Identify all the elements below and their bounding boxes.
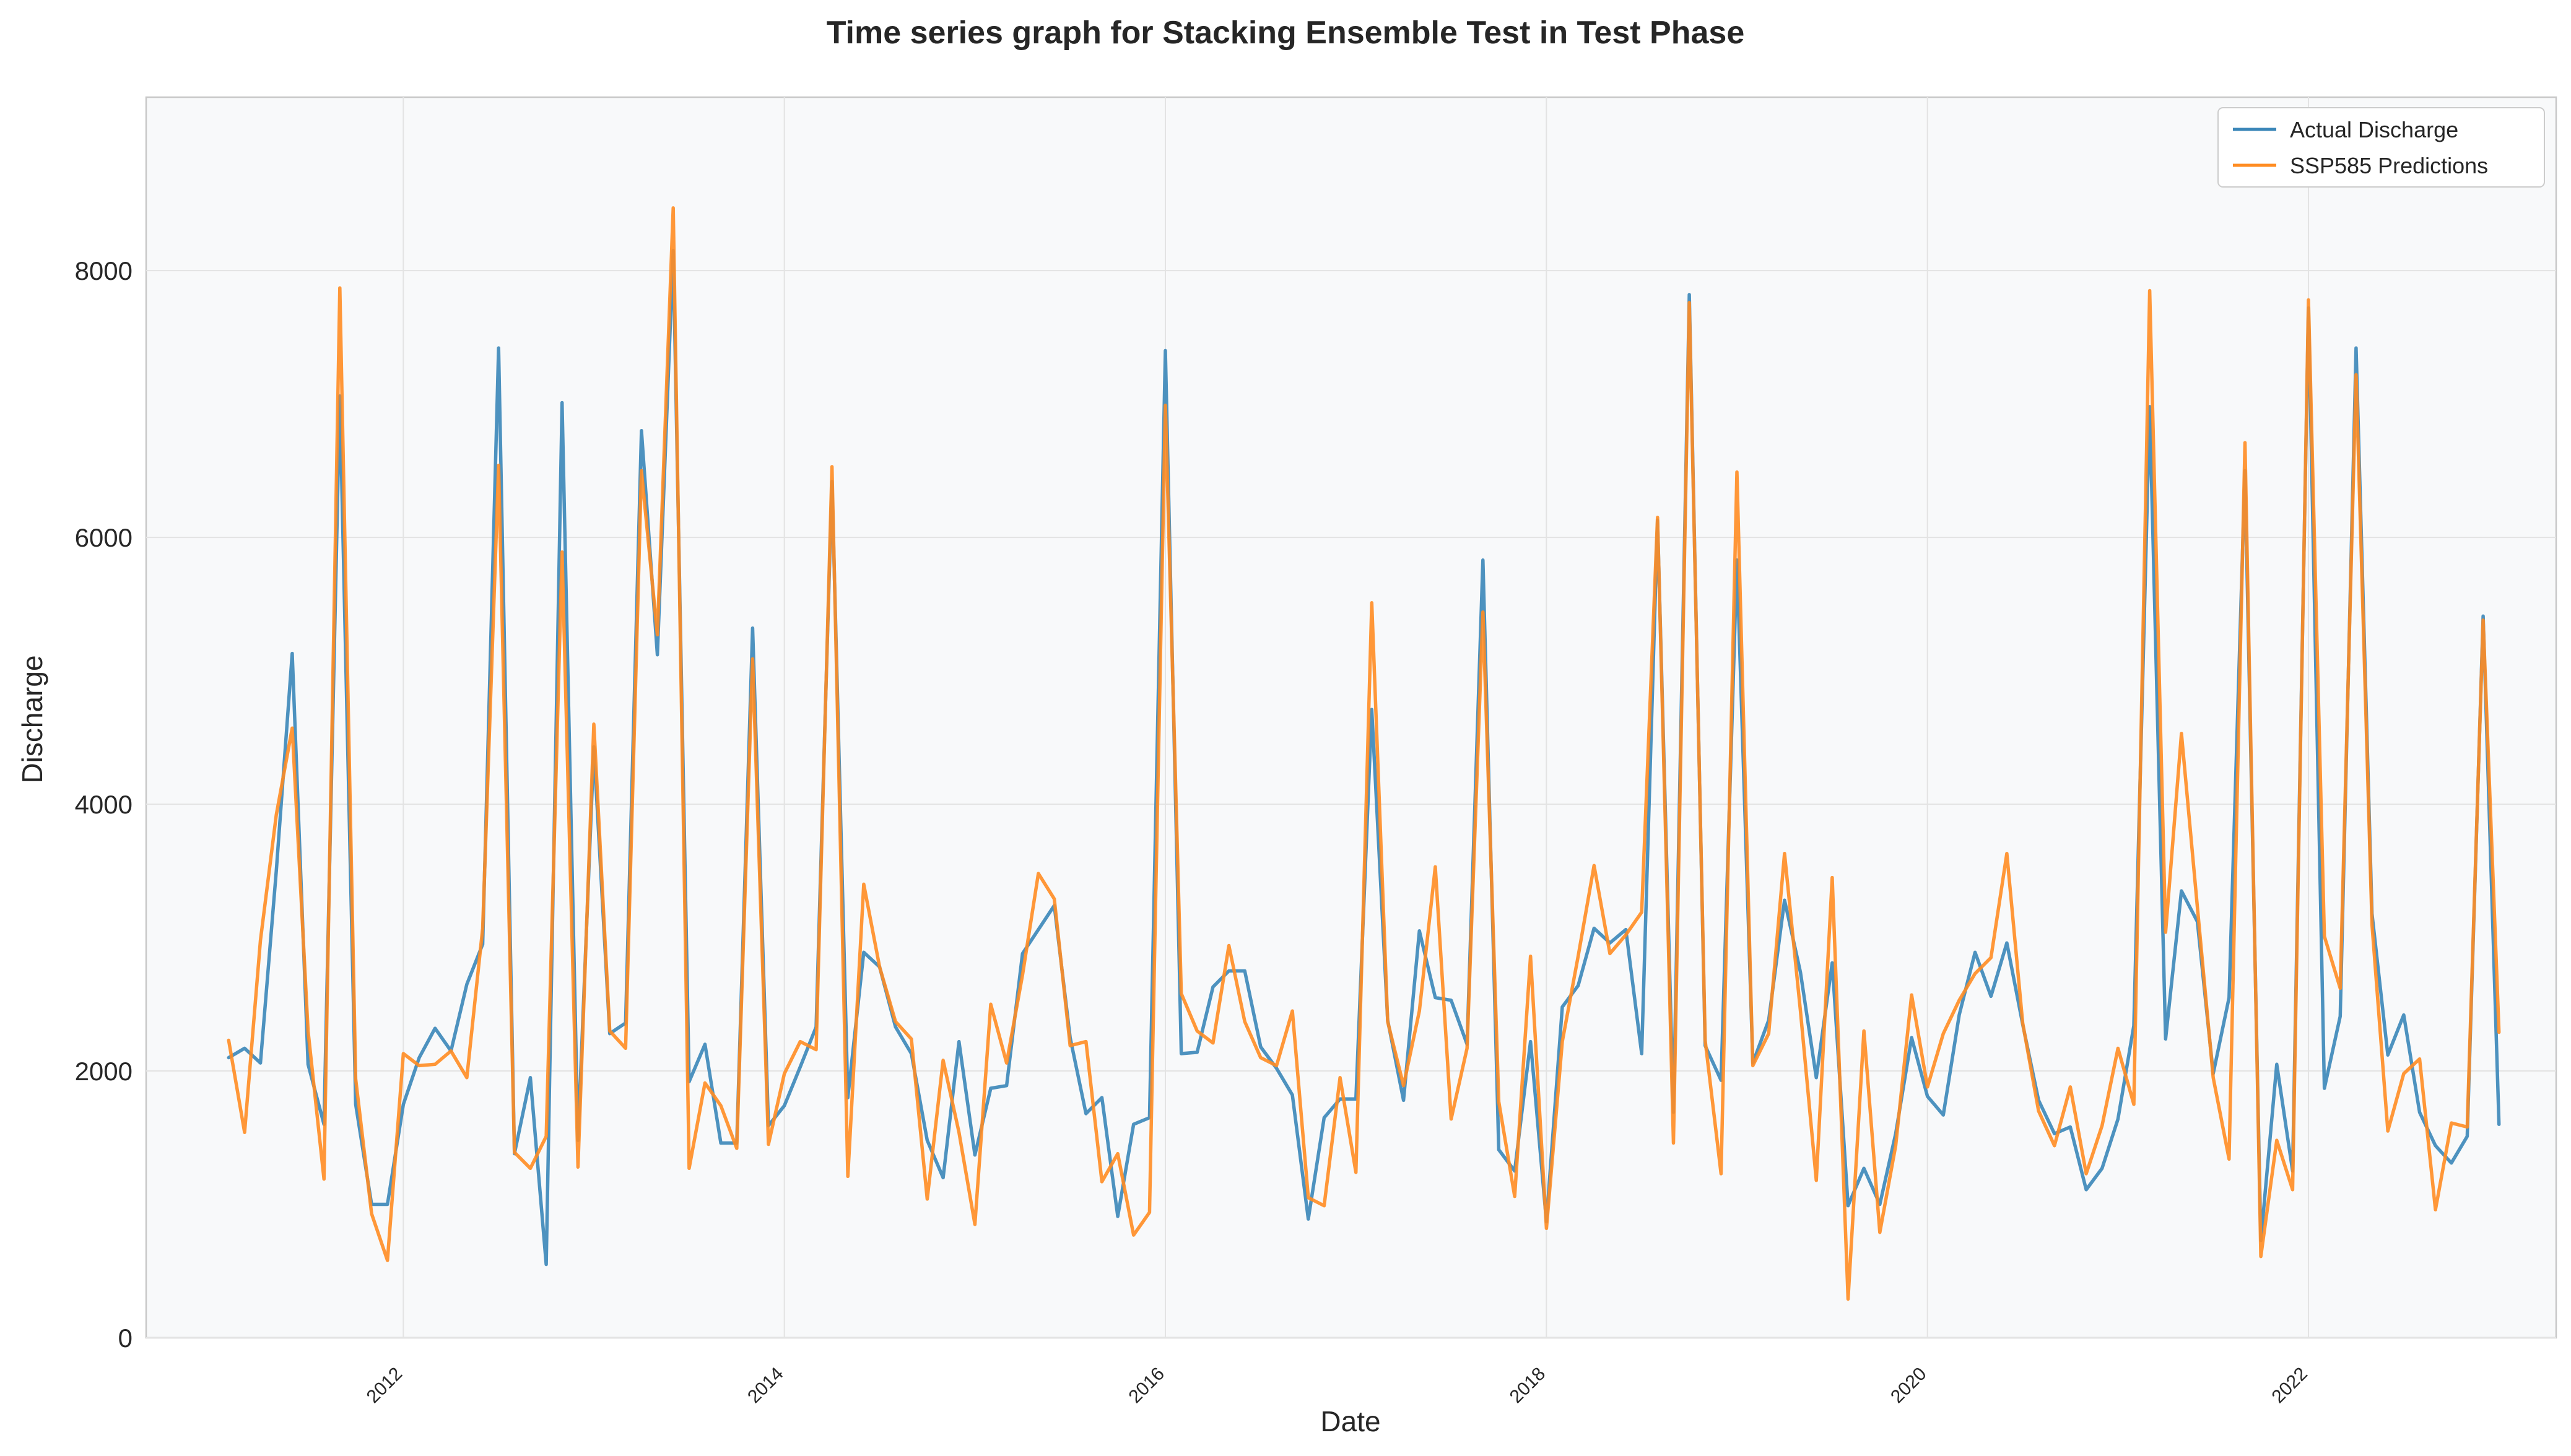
y-tick-label: 4000 bbox=[75, 790, 133, 819]
series-lines bbox=[227, 206, 2501, 1301]
y-tick-label: 6000 bbox=[75, 523, 133, 552]
y-axis-label: Discharge bbox=[16, 655, 48, 783]
chart-title: Time series graph for Stacking Ensemble … bbox=[827, 15, 1745, 51]
series-line-ssp585-predictions bbox=[227, 206, 2501, 1301]
y-tick-label: 0 bbox=[118, 1324, 133, 1353]
y-axis-ticks: 0 2000 4000 6000 8000 bbox=[75, 256, 133, 1353]
y-tick-label: 8000 bbox=[75, 256, 133, 285]
legend-entry-ssp585-predictions: SSP585 Predictions bbox=[2290, 153, 2488, 178]
legend: Actual Discharge SSP585 Predictions bbox=[2217, 107, 2545, 188]
legend-entry-actual-discharge: Actual Discharge bbox=[2290, 117, 2458, 142]
y-tick-label: 2000 bbox=[75, 1057, 133, 1086]
x-axis-label: Date bbox=[1320, 1405, 1380, 1437]
legend-box bbox=[2217, 107, 2545, 188]
